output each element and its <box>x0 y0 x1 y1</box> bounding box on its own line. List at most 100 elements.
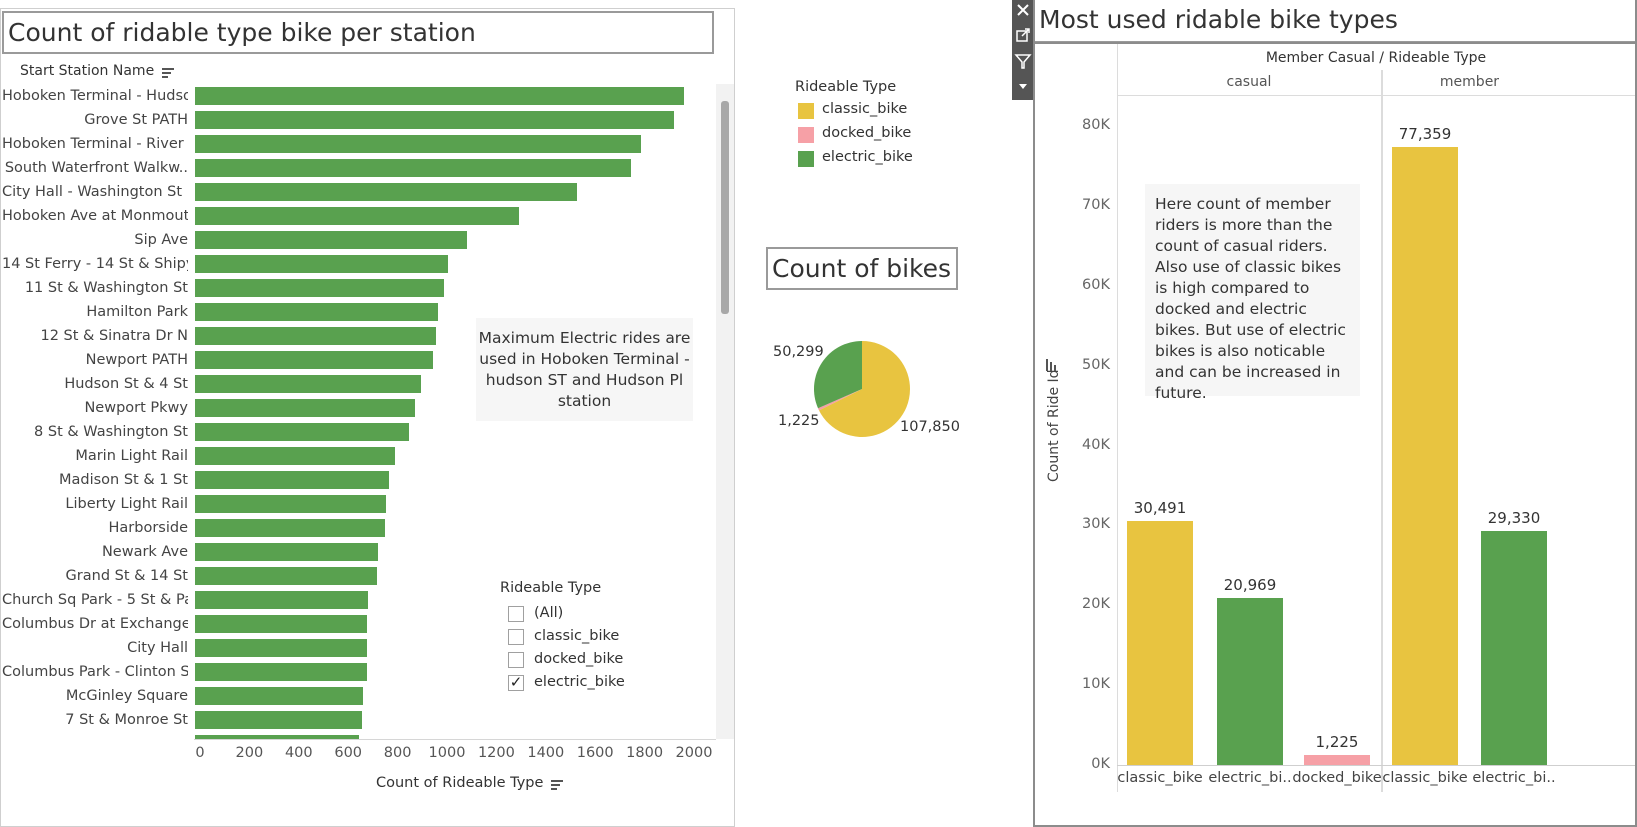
checkbox-checked[interactable]: ✓ <box>508 673 524 691</box>
station-bar[interactable] <box>195 447 396 465</box>
station-label: Church Sq Park - 5 St & Par.. <box>2 592 188 608</box>
station-bar[interactable] <box>195 519 386 537</box>
bar-value-label: 29,330 <box>1487 508 1541 527</box>
ride-type-bar[interactable] <box>1127 521 1193 765</box>
station-bar[interactable] <box>195 615 367 633</box>
station-label: Newark Ave <box>101 544 188 560</box>
station-bar[interactable] <box>195 111 675 129</box>
ride-type-bar[interactable] <box>1217 597 1283 765</box>
station-bar[interactable] <box>195 591 368 609</box>
x-tick-label: 1400 <box>527 745 565 761</box>
station-label: Hoboken Terminal - River .. <box>2 136 188 152</box>
station-bar[interactable] <box>195 375 421 393</box>
pie-label-docked: 1,225 <box>778 413 820 429</box>
y-tick-label: 20K <box>1082 596 1110 613</box>
checkbox[interactable] <box>508 606 524 622</box>
station-label: Sip Ave <box>134 232 188 248</box>
x-category-label: classic_bike <box>1382 770 1468 786</box>
filter-icon[interactable] <box>1012 52 1034 76</box>
station-bar[interactable] <box>195 255 449 273</box>
station-bar[interactable] <box>195 207 519 225</box>
pie-slice-classic-bike[interactable] <box>819 341 910 437</box>
y-tick-label: 80K <box>1082 117 1110 133</box>
x-category-label: electric_bi.. <box>1208 770 1292 786</box>
station-label: Grand St & 14 St <box>65 568 188 584</box>
station-label: City Hall <box>127 640 188 656</box>
x-tick-label: 2000 <box>675 745 713 761</box>
ride-types-bar-chart: 0K 10K 20K 30K 40K 50K 60K 70K 80K 30,491 classic_… <box>1035 96 1635 796</box>
station-bar[interactable] <box>195 663 367 681</box>
group-member: member <box>1439 74 1500 90</box>
station-label: Hoboken Terminal - Hudso.. <box>2 88 188 104</box>
station-bar[interactable] <box>195 495 387 513</box>
row-header-label: Start Station Name <box>20 63 155 79</box>
x-category-label: classic_bike <box>1117 770 1203 786</box>
station-bar[interactable] <box>195 399 415 417</box>
x-axis-title: Count of Rideable Type <box>376 775 544 791</box>
bar-value-label: 77,359 <box>1398 125 1452 144</box>
checkbox[interactable] <box>508 652 524 668</box>
x-axis-line <box>194 739 716 740</box>
station-label: Hoboken Ave at Monmout.. <box>2 208 188 224</box>
x-axis-ticks: 0 200 400 600 800 1000 1200 1400 1600 1800 2000 <box>0 745 735 765</box>
station-bar[interactable] <box>195 687 363 705</box>
sort-icon[interactable] <box>551 778 564 790</box>
station-bar[interactable] <box>195 567 377 585</box>
scrollbar-thumb[interactable] <box>721 101 729 314</box>
station-bar[interactable] <box>195 423 409 441</box>
station-bar[interactable] <box>195 471 389 489</box>
station-bar[interactable] <box>195 279 445 297</box>
station-bar[interactable] <box>195 711 362 729</box>
vertical-scrollbar[interactable] <box>716 84 734 739</box>
station-bar[interactable] <box>195 159 631 177</box>
x-tick-label: 1600 <box>576 745 614 761</box>
row-header-area: Start Station Name <box>20 63 174 79</box>
legend-label: docked_bike <box>822 125 912 141</box>
station-bar-partial[interactable] <box>195 735 360 739</box>
popout-icon[interactable] <box>1012 25 1034 49</box>
station-bar[interactable] <box>195 231 467 249</box>
ride-type-bar[interactable] <box>1481 530 1547 765</box>
x-axis-baseline <box>1117 765 1635 766</box>
close-icon[interactable] <box>1012 1 1034 25</box>
station-label: 11 St & Washington St <box>24 280 188 296</box>
station-label: Hudson St & 4 St <box>64 376 188 392</box>
x-tick-label: 800 <box>383 745 412 761</box>
station-label: Columbus Dr at Exchange .. <box>2 616 188 632</box>
filter-option-label: electric_bike <box>534 674 625 690</box>
station-label: Marin Light Rail <box>75 448 188 464</box>
station-label: Hamilton Park <box>86 304 188 320</box>
station-bar[interactable] <box>195 303 439 321</box>
x-category-label: docked_bike <box>1292 770 1382 786</box>
station-label: Grove St PATH <box>84 112 188 128</box>
pie-slice-electric-bike[interactable] <box>814 341 862 409</box>
dropdown-icon[interactable] <box>1012 78 1034 98</box>
bar-value-label: 20,969 <box>1223 575 1277 594</box>
station-bar[interactable] <box>195 135 641 153</box>
sort-icon[interactable] <box>1046 356 1058 371</box>
x-tick-label: 1800 <box>626 745 664 761</box>
group-casual: casual <box>1226 74 1272 90</box>
station-bar[interactable] <box>195 351 434 369</box>
station-label: McGinley Square <box>65 688 188 704</box>
y-tick-label: 70K <box>1082 196 1110 213</box>
ride-type-bar[interactable] <box>1304 755 1370 765</box>
station-label: 8 St & Washington St <box>34 424 188 440</box>
pie-slice-docked-bike[interactable] <box>818 389 862 411</box>
station-bar[interactable] <box>195 87 685 105</box>
x-tick-label: 0 <box>195 745 205 761</box>
legend-swatch <box>798 103 814 119</box>
y-tick-label: 40K <box>1082 436 1110 453</box>
station-bar[interactable] <box>195 327 436 345</box>
sort-icon[interactable] <box>161 66 174 78</box>
checkbox[interactable] <box>508 629 524 645</box>
legend-swatch <box>798 127 814 143</box>
station-chart-title: Count of ridable type bike per station <box>2 11 714 54</box>
pie-title: Count of bikes <box>766 247 958 290</box>
legend-label: classic_bike <box>822 101 908 117</box>
ride-type-bar[interactable] <box>1392 147 1458 765</box>
floating-toolbar <box>1012 0 1034 100</box>
station-bar[interactable] <box>195 639 367 657</box>
station-bar[interactable] <box>195 183 577 201</box>
station-bar[interactable] <box>195 543 378 561</box>
